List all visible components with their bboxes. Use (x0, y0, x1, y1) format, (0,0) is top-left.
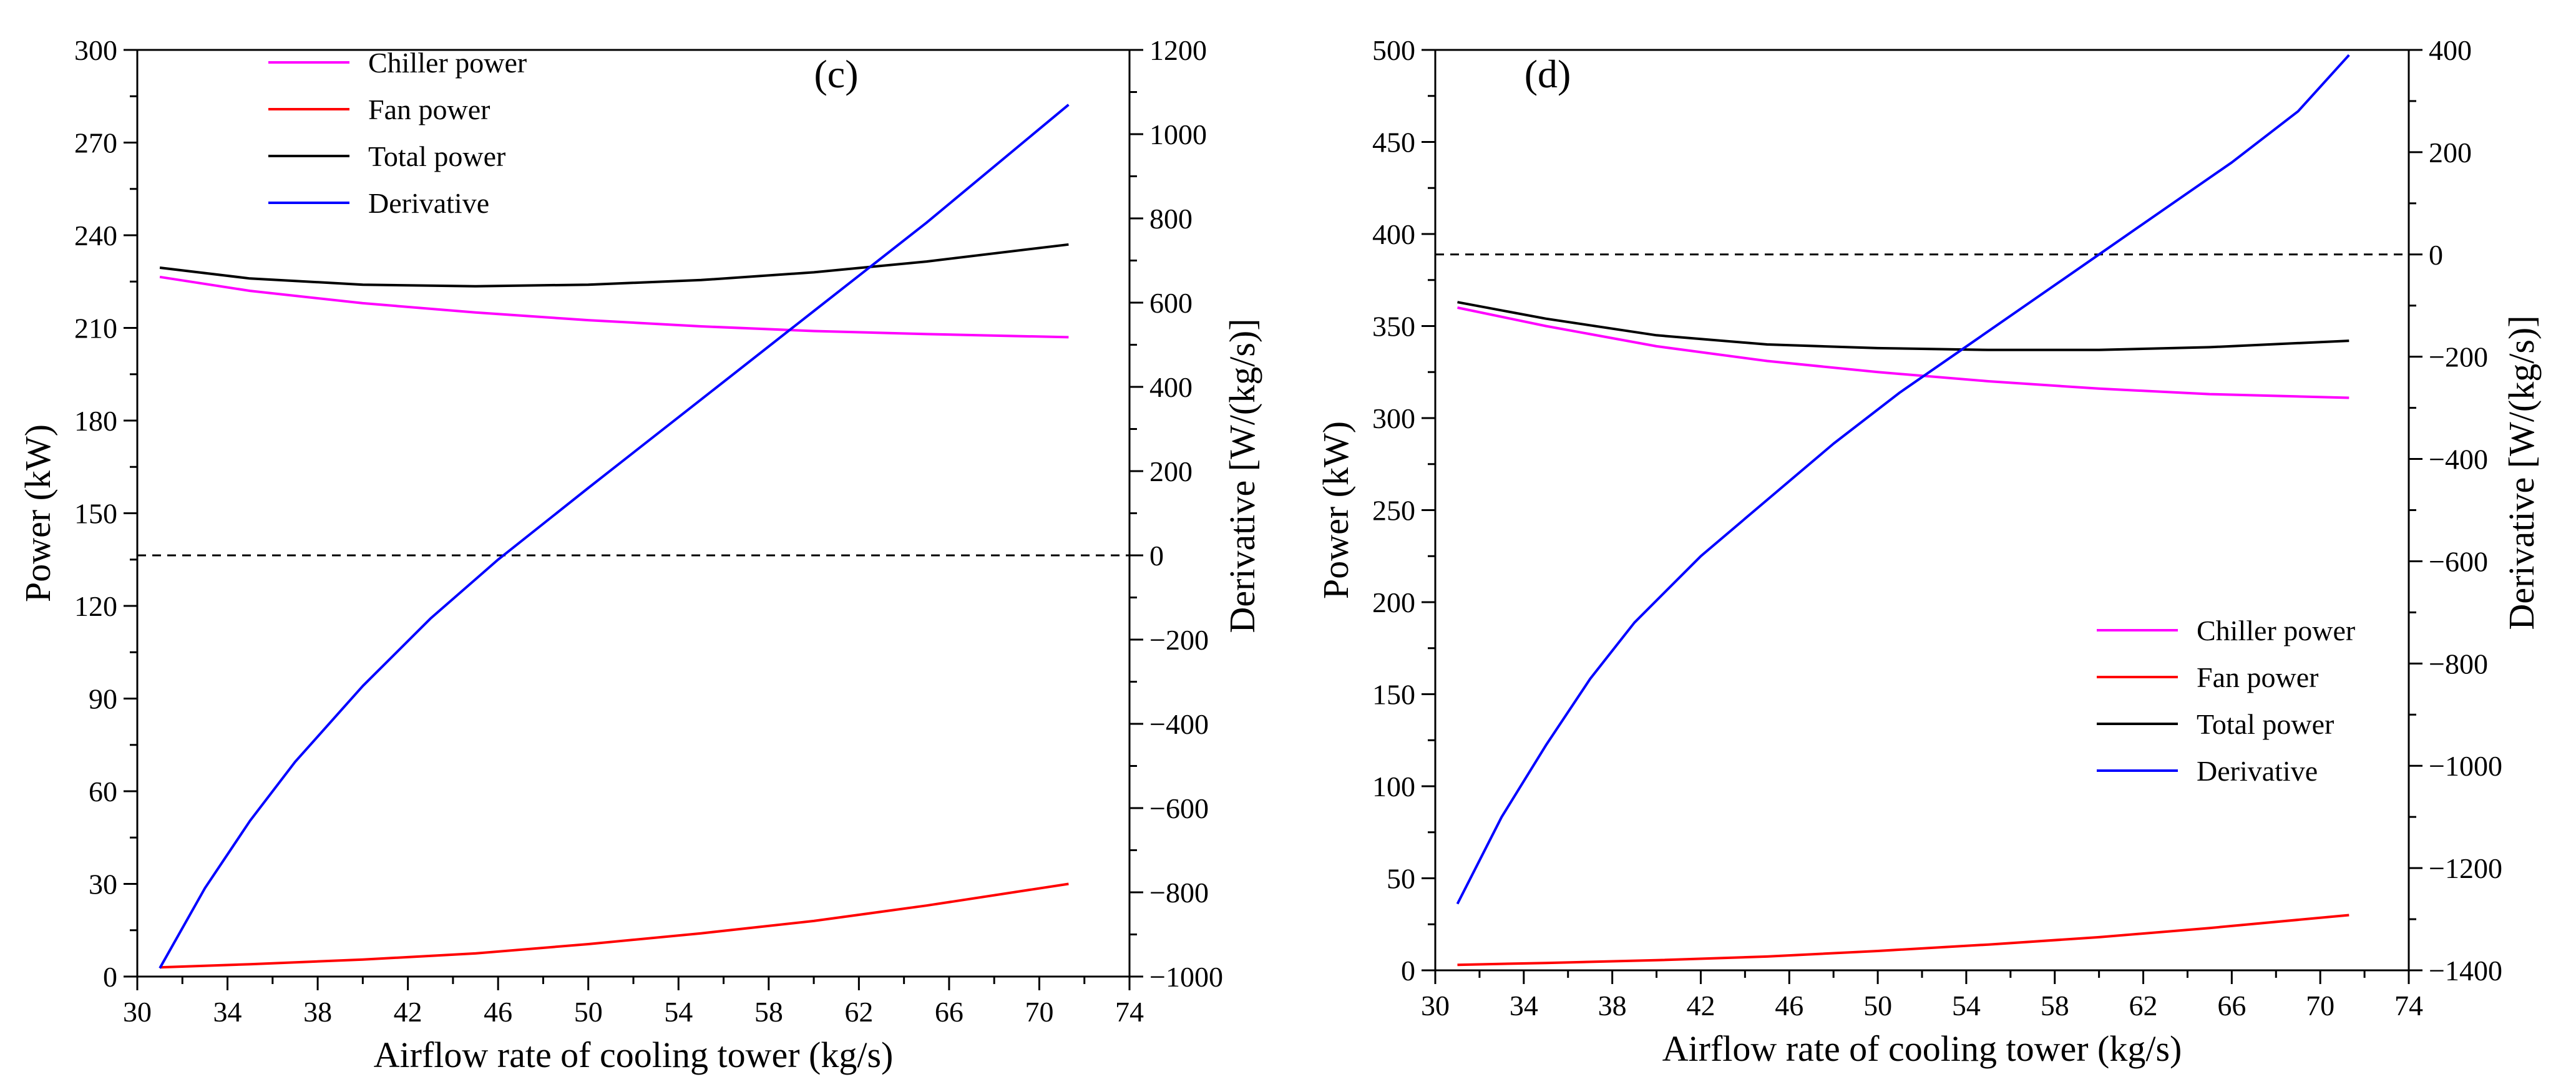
x-tick-label: 70 (1025, 996, 1053, 1028)
y2-tick-label: 200 (2429, 137, 2472, 168)
x-tick-label: 42 (1686, 990, 1715, 1021)
x-tick-label: 62 (2129, 990, 2158, 1021)
y-tick-label: 120 (74, 590, 117, 622)
y2-tick-label: −400 (1149, 708, 1209, 740)
y-tick-label: 270 (74, 127, 117, 159)
series-line-chiller-power (159, 275, 1069, 339)
y2-tick-label: −800 (1149, 877, 1209, 909)
legend: Chiller power Fan power Total power Derivat… (268, 47, 527, 219)
chart-panel-c: 30 34 38 42 46 50 54 58 62 66 70 740306090120150180… (17, 34, 1262, 1075)
x-tick-label: 70 (2306, 990, 2334, 1021)
y-tick-label: 210 (74, 313, 117, 344)
x-tick-label: 38 (303, 996, 332, 1028)
y-tick-label: 250 (1372, 495, 1415, 527)
chart-panel-d: 30 34 38 42 46 50 54 58 62 66 70 74 0 50 100 150 200 250 3… (1315, 34, 2542, 1069)
y-tick-label: 400 (1372, 218, 1415, 250)
x-tick-label: 74 (1115, 996, 1144, 1028)
y-tick-label: 0 (1401, 955, 1415, 987)
y-tick-label: 500 (1372, 34, 1415, 66)
x-tick-label: 54 (664, 996, 693, 1028)
y2-tick-label: 400 (2429, 34, 2472, 66)
series-line-total-power (1457, 301, 2349, 351)
y-tick-label: 60 (89, 776, 117, 807)
legend-label-chiller-power: Chiller power (368, 47, 527, 79)
series-line-derivative (159, 104, 1070, 969)
series-line-derivative (1456, 54, 2350, 905)
y2-tick-label: −200 (2429, 341, 2488, 373)
legend-label-derivative: Derivative (368, 187, 489, 219)
y-axis-label: Power (kW) (1315, 421, 1356, 599)
x-axis-label: Airflow rate of cooling tower (kg/s) (374, 1035, 894, 1075)
x-tick-label: 42 (394, 996, 422, 1028)
legend-label-fan-power: Fan power (368, 94, 490, 125)
y2-tick-label: 0 (2429, 239, 2443, 271)
x-tick-label: 50 (1863, 990, 1892, 1021)
x-tick-label: 46 (484, 996, 512, 1028)
y-tick-label: 100 (1372, 771, 1415, 802)
y2-tick-label: 800 (1149, 203, 1193, 235)
panel-label: (d) (1525, 52, 1571, 96)
series-line-chiller-power (1457, 306, 2349, 399)
legend-label-fan-power: Fan power (2197, 661, 2318, 693)
legend-label-chiller-power: Chiller power (2197, 615, 2355, 646)
y2-tick-label: 0 (1149, 540, 1164, 572)
y2-tick-label: −800 (2429, 648, 2488, 680)
y-tick-label: 450 (1372, 127, 1415, 158)
y2-tick-label: 600 (1149, 287, 1193, 319)
x-tick-label: 58 (2041, 990, 2069, 1021)
y2-tick-label: 1200 (1149, 34, 1207, 66)
y-tick-label: 200 (1372, 587, 1415, 618)
x-tick-label: 62 (844, 996, 873, 1028)
y-tick-label: 300 (74, 34, 117, 66)
y2-tick-label: −1200 (2429, 852, 2502, 884)
series-line-fan-power (160, 882, 1069, 969)
x-tick-label: 74 (2394, 990, 2423, 1021)
x-tick-label: 34 (1510, 990, 1538, 1021)
y2-axis-label: Derivative [W/(kg/s)] (1222, 318, 1262, 633)
y-tick-label: 180 (74, 405, 117, 437)
y2-tick-label: −400 (2429, 444, 2488, 475)
plot-frame (136, 49, 1131, 978)
y-tick-label: 90 (89, 683, 117, 715)
y-tick-label: 50 (1387, 863, 1415, 895)
x-tick-label: 34 (213, 996, 242, 1028)
y2-tick-label: −600 (1149, 792, 1209, 824)
x-tick-label: 38 (1598, 990, 1627, 1021)
y-tick-label: 240 (74, 220, 117, 251)
y-tick-label: 150 (74, 498, 117, 530)
legend-label-derivative: Derivative (2197, 755, 2318, 787)
x-tick-label: 30 (1421, 990, 1450, 1021)
y2-tick-label: 200 (1149, 456, 1193, 487)
y-tick-label: 150 (1372, 679, 1415, 711)
x-tick-label: 66 (2217, 990, 2246, 1021)
x-tick-label: 54 (1952, 990, 1981, 1021)
y2-tick-label: −1400 (2429, 955, 2502, 987)
y-tick-label: 30 (89, 869, 117, 900)
panel-label: (c) (814, 52, 858, 96)
y2-tick-label: −600 (2429, 545, 2488, 577)
y2-tick-label: 400 (1149, 371, 1193, 403)
y2-tick-label: 1000 (1149, 119, 1207, 150)
x-tick-label: 66 (935, 996, 964, 1028)
x-tick-label: 58 (754, 996, 783, 1028)
x-tick-label: 50 (574, 996, 603, 1028)
legend-label-total-power: Total power (2197, 708, 2334, 740)
series-line-total-power (159, 243, 1069, 288)
x-axis-label: Airflow rate of cooling tower (kg/s) (1662, 1028, 2182, 1069)
y2-tick-label: −200 (1149, 624, 1209, 656)
x-tick-label: 30 (123, 996, 152, 1028)
y2-tick-label: −1000 (1149, 961, 1223, 993)
y-tick-label: 0 (103, 961, 117, 993)
plot-frame (1434, 49, 2410, 972)
series-line-fan-power (1457, 914, 2349, 967)
legend: Chiller power Fan power Total power Derivat… (2097, 615, 2355, 787)
y-tick-label: 300 (1372, 402, 1415, 434)
y2-axis-label: Derivative [W/(kg/s)] (2501, 315, 2542, 630)
y2-tick-label: −1000 (2429, 750, 2502, 782)
y-tick-label: 350 (1372, 311, 1415, 343)
y-axis-label: Power (kW) (17, 424, 58, 602)
x-tick-label: 46 (1775, 990, 1803, 1021)
legend-label-total-power: Total power (368, 140, 505, 172)
